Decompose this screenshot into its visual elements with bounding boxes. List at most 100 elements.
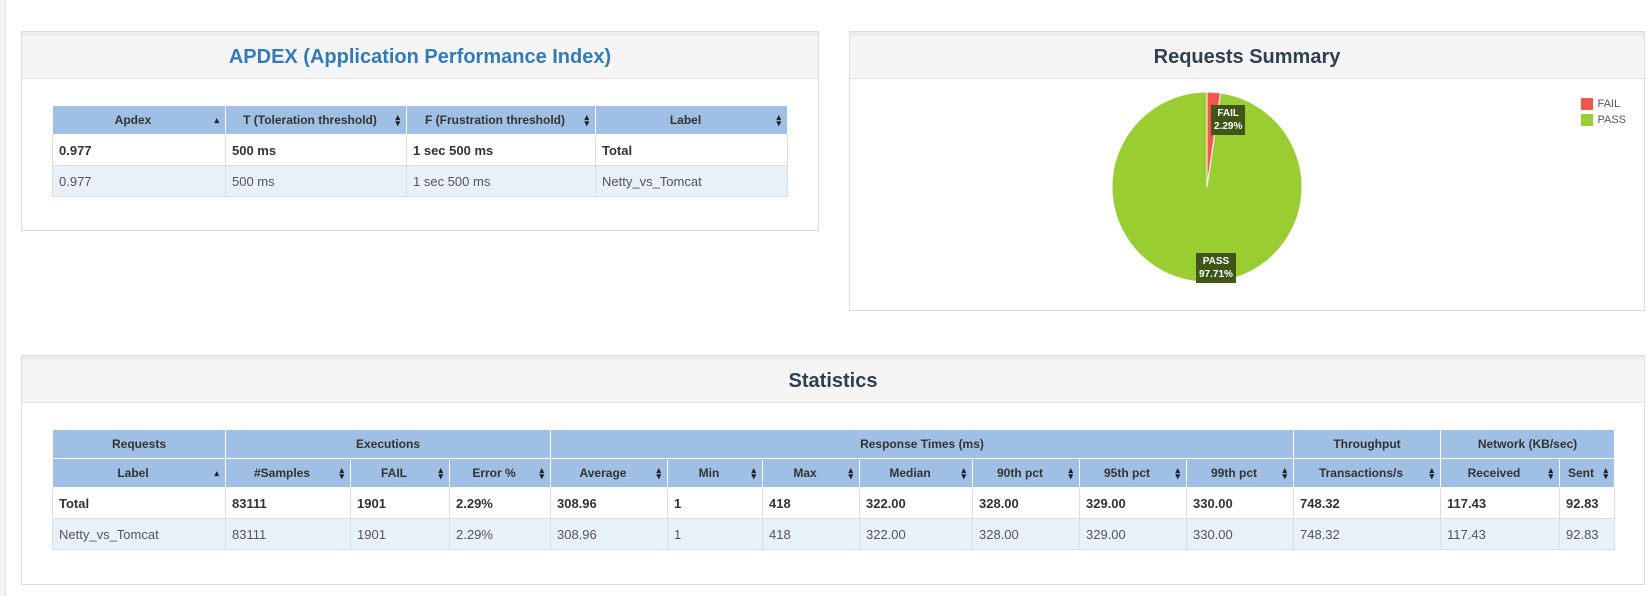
table-row: Netty_vs_Tomcat 83111 1901 2.29% 308.96 1 418 3… bbox=[52, 518, 1615, 550]
table-cell: 329.00 bbox=[1079, 487, 1187, 519]
requests-pie-chart[interactable] bbox=[850, 79, 1646, 311]
apdex-col-frustration[interactable]: F (Frustration threshold) ▴ ▾ bbox=[406, 105, 596, 135]
table-cell: 117.43 bbox=[1440, 487, 1560, 519]
sort-both-icon: ▴ ▾ bbox=[339, 465, 344, 481]
pie-label-fail: FAIL 2.29% bbox=[1211, 105, 1246, 135]
table-cell: 1901 bbox=[350, 518, 450, 550]
table-cell: 0.977 bbox=[52, 134, 226, 166]
col-label: Max bbox=[793, 466, 817, 480]
sort-both-icon: ▴ ▾ bbox=[1175, 465, 1180, 481]
table-cell: 500 ms bbox=[225, 165, 407, 197]
statistics-header: Statistics bbox=[22, 356, 1644, 403]
col-label: Median bbox=[889, 466, 931, 480]
table-cell: 1 bbox=[667, 518, 763, 550]
apdex-col-label: F (Frustration threshold) bbox=[425, 113, 565, 127]
table-cell: 418 bbox=[762, 487, 860, 519]
group-label: Requests bbox=[111, 437, 167, 451]
stats-col-label[interactable]: Label ▴ bbox=[52, 458, 226, 488]
pie-label-pass-pct: 97.71% bbox=[1199, 269, 1233, 280]
table-cell: 748.32 bbox=[1293, 518, 1441, 550]
group-label: Network (KB/sec) bbox=[1477, 437, 1578, 451]
table-cell: 0.977 bbox=[52, 165, 226, 197]
table-cell: 83111 bbox=[225, 487, 351, 519]
col-label: #Samples bbox=[253, 466, 311, 480]
apdex-col-apdex[interactable]: Apdex ▴ bbox=[52, 105, 226, 135]
col-label: Received bbox=[1467, 466, 1521, 480]
sort-both-icon: ▴ ▾ bbox=[584, 112, 589, 128]
apdex-col-label: Label bbox=[669, 113, 702, 127]
table-cell: 322.00 bbox=[859, 487, 973, 519]
table-cell: 2.29% bbox=[449, 487, 551, 519]
table-cell: 1 sec 500 ms bbox=[406, 165, 596, 197]
table-cell: 1 bbox=[667, 487, 763, 519]
col-label: Label bbox=[117, 466, 149, 480]
pie-label-pass: PASS 97.71% bbox=[1196, 253, 1236, 283]
sort-both-icon: ▴ ▾ bbox=[1429, 465, 1434, 481]
stats-col-median[interactable]: Median ▴ ▾ bbox=[859, 458, 973, 488]
apdex-panel: APDEX (Application Performance Index) Ap… bbox=[21, 31, 819, 231]
sort-asc-icon: ▴ bbox=[214, 115, 219, 125]
sort-both-icon: ▴ ▾ bbox=[438, 465, 443, 481]
stats-col-samples[interactable]: #Samples ▴ ▾ bbox=[225, 458, 351, 488]
legend-item-fail[interactable]: FAIL bbox=[1581, 96, 1626, 112]
table-cell: 748.32 bbox=[1293, 487, 1441, 519]
table-cell: Total bbox=[52, 487, 226, 519]
stats-col-sent[interactable]: Sent ▴ ▾ bbox=[1559, 458, 1615, 488]
stats-col-max[interactable]: Max ▴ ▾ bbox=[762, 458, 860, 488]
table-cell: 329.00 bbox=[1079, 518, 1187, 550]
stats-col-90th[interactable]: 90th pct ▴ ▾ bbox=[972, 458, 1080, 488]
table-cell: Total bbox=[595, 134, 788, 166]
table-cell: 330.00 bbox=[1186, 487, 1294, 519]
stats-col-fail[interactable]: FAIL ▴ ▾ bbox=[350, 458, 450, 488]
stats-col-transactions[interactable]: Transactions/s ▴ ▾ bbox=[1293, 458, 1441, 488]
statistics-panel: Statistics Requests Executions Response … bbox=[21, 355, 1645, 585]
apdex-panel-header: APDEX (Application Performance Index) bbox=[22, 32, 818, 79]
statistics-table: Requests Executions Response Times (ms) … bbox=[52, 429, 1615, 550]
requests-summary-title: Requests Summary bbox=[1153, 45, 1341, 68]
apdex-col-label: T (Toleration threshold) bbox=[243, 113, 377, 127]
apdex-col-label-header[interactable]: Label ▴ ▾ bbox=[595, 105, 788, 135]
requests-summary-header: Requests Summary bbox=[850, 32, 1644, 79]
table-cell: 2.29% bbox=[449, 518, 551, 550]
group-requests: Requests bbox=[52, 429, 226, 459]
stats-col-min[interactable]: Min ▴ ▾ bbox=[667, 458, 763, 488]
apdex-table: Apdex ▴ T (Toleration threshold) ▴ ▾ F (F… bbox=[52, 105, 788, 197]
group-response-times: Response Times (ms) bbox=[550, 429, 1294, 459]
stats-col-99th[interactable]: 99th pct ▴ ▾ bbox=[1186, 458, 1294, 488]
col-label: Sent bbox=[1567, 466, 1594, 480]
stats-col-error[interactable]: Error % ▴ ▾ bbox=[449, 458, 551, 488]
stats-col-95th[interactable]: 95th pct ▴ ▾ bbox=[1079, 458, 1187, 488]
table-cell: 92.83 bbox=[1559, 518, 1615, 550]
legend-label-pass: PASS bbox=[1597, 114, 1626, 126]
col-label: Error % bbox=[472, 466, 516, 480]
table-cell: 92.83 bbox=[1559, 487, 1615, 519]
legend-swatch-fail bbox=[1581, 98, 1594, 110]
legend-swatch-pass bbox=[1581, 114, 1594, 126]
table-cell: 117.43 bbox=[1440, 518, 1560, 550]
statistics-title: Statistics bbox=[788, 369, 878, 392]
apdex-col-toleration[interactable]: T (Toleration threshold) ▴ ▾ bbox=[225, 105, 407, 135]
col-label: Transactions/s bbox=[1318, 466, 1404, 480]
pie-label-pass-name: PASS bbox=[1202, 256, 1230, 267]
table-cell: 500 ms bbox=[225, 134, 407, 166]
table-cell: Netty_vs_Tomcat bbox=[595, 165, 788, 197]
group-executions: Executions bbox=[225, 429, 551, 459]
table-cell: 1901 bbox=[350, 487, 450, 519]
col-label: FAIL bbox=[381, 466, 407, 480]
legend-item-pass[interactable]: PASS bbox=[1581, 112, 1626, 128]
pie-label-fail-pct: 2.29% bbox=[1214, 121, 1243, 132]
sort-both-icon: ▴ ▾ bbox=[751, 465, 756, 481]
stats-col-average[interactable]: Average ▴ ▾ bbox=[550, 458, 668, 488]
group-network: Network (KB/sec) bbox=[1440, 429, 1615, 459]
sort-both-icon: ▴ ▾ bbox=[1282, 465, 1287, 481]
table-cell: 328.00 bbox=[972, 518, 1080, 550]
apdex-title: APDEX (Application Performance Index) bbox=[228, 45, 612, 68]
stats-col-received[interactable]: Received ▴ ▾ bbox=[1440, 458, 1560, 488]
sort-both-icon: ▴ ▾ bbox=[848, 465, 853, 481]
table-cell: 308.96 bbox=[550, 487, 668, 519]
table-cell: 330.00 bbox=[1186, 518, 1294, 550]
requests-summary-panel: Requests Summary FAIL 2.29% PASS 97.71% … bbox=[849, 31, 1645, 311]
table-cell: 328.00 bbox=[972, 487, 1080, 519]
group-label: Throughput bbox=[1333, 437, 1401, 451]
col-label: 99th pct bbox=[1210, 466, 1257, 480]
